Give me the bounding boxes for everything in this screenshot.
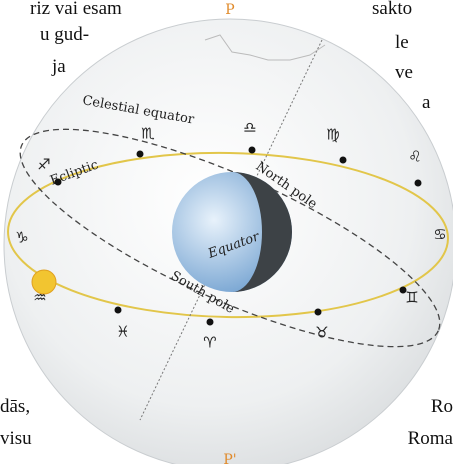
zodiac-sign: ♑ <box>15 229 28 247</box>
page-text: ve <box>395 62 413 83</box>
pole-label: P' <box>223 452 236 464</box>
zodiac-sign: ♓ <box>116 323 129 341</box>
zodiac-sign: ♎ <box>243 119 256 137</box>
zodiac-sign: ♒ <box>33 289 46 307</box>
zodiac-point <box>415 180 422 187</box>
page-text: visu <box>0 428 32 449</box>
zodiac-sign: ♉ <box>315 324 328 342</box>
zodiac-sign: ♋ <box>433 226 446 244</box>
zodiac-point <box>115 307 122 314</box>
diagram: Celestial equator Ecliptic North pole Eq… <box>0 0 453 464</box>
page-text: Roma <box>408 428 453 449</box>
zodiac-point <box>340 157 347 164</box>
page-text: u gud- <box>40 24 89 45</box>
zodiac-sign: ♐ <box>37 156 50 174</box>
pole-label: P <box>225 2 234 18</box>
zodiac-sign: ♊ <box>405 289 418 307</box>
zodiac-point <box>249 147 256 154</box>
zodiac-sign: ♈ <box>203 334 216 352</box>
page-text: ja <box>51 56 66 77</box>
page-text: a <box>422 92 431 113</box>
zodiac-point <box>207 319 214 326</box>
zodiac-point <box>315 309 322 316</box>
zodiac-point <box>55 179 62 186</box>
page-text: dās, <box>0 396 30 417</box>
zodiac-sign: ♏ <box>141 125 155 143</box>
zodiac-point <box>137 151 144 158</box>
page-text: le <box>395 32 409 53</box>
page-text: riz vai esam <box>30 0 122 19</box>
page-text: sakto <box>372 0 412 19</box>
zodiac-sign: ♍ <box>326 126 339 144</box>
page-text: Ro <box>431 396 453 417</box>
zodiac-sign: ♌ <box>408 148 421 166</box>
